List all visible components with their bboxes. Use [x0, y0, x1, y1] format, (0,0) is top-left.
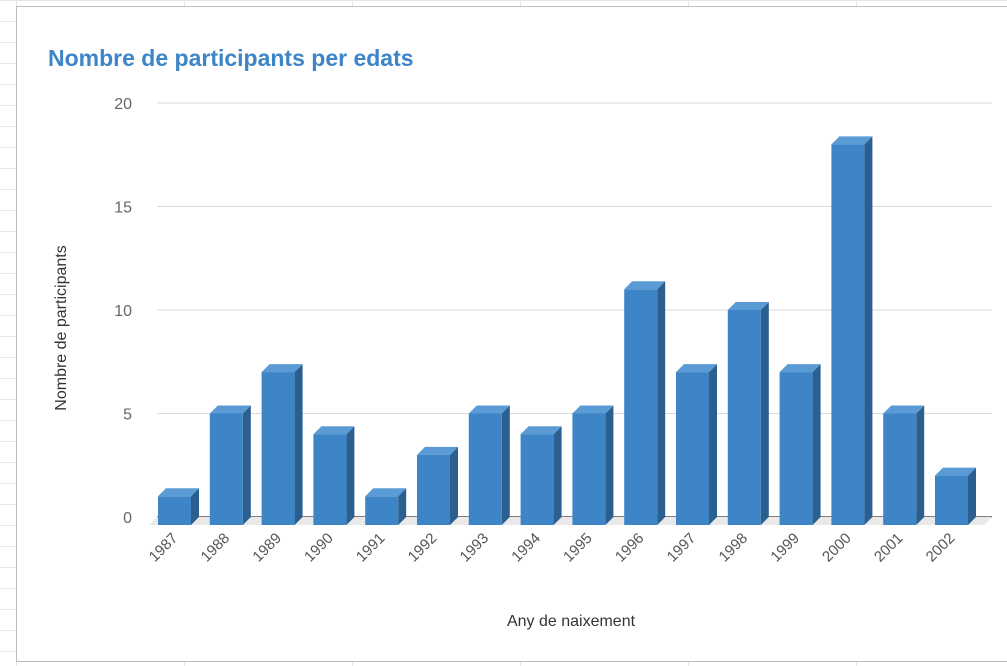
bar-1995[interactable] [572, 405, 614, 526]
bar-top [209, 405, 251, 414]
x-tick-label: 1997 [664, 530, 700, 566]
x-tick-label: 2002 [923, 530, 959, 566]
bar-2001[interactable] [883, 405, 925, 526]
bar-top [520, 426, 562, 435]
bar-2000[interactable] [831, 136, 873, 525]
bar-top [676, 364, 717, 373]
bar-1991[interactable] [365, 488, 407, 525]
x-tick-label: 1994 [508, 530, 544, 566]
bar-front [676, 372, 709, 525]
x-tick-label: 2000 [819, 530, 855, 566]
bar-side [968, 467, 976, 525]
bar-top [831, 136, 873, 145]
bar-1992[interactable] [417, 446, 458, 525]
bar-front [417, 454, 450, 525]
x-tick-label: 1996 [612, 530, 648, 566]
bar-side [812, 364, 821, 525]
bar-side [294, 364, 303, 525]
x-axis-ticks: 1987 1988 1989 1990 1991 1992 1993 1994 1995 1996… [146, 530, 959, 566]
bar-1997[interactable] [676, 364, 717, 525]
bar-front [727, 310, 761, 525]
bar-front [572, 413, 606, 525]
bar-side [760, 302, 769, 525]
bar-top [935, 467, 976, 476]
bar-side [450, 446, 458, 525]
bar-top [158, 488, 199, 497]
x-tick-label: 1990 [301, 530, 337, 566]
bar-1988[interactable] [209, 405, 251, 526]
x-tick-label: 1995 [560, 530, 596, 566]
bar-side [916, 405, 925, 525]
bar-front [624, 289, 658, 525]
y-tick-label: 0 [123, 510, 132, 527]
bar-side [553, 426, 562, 525]
chart-title: Nombre de participants per edats [48, 45, 414, 71]
bar-side [657, 281, 666, 525]
x-tick-label: 1991 [353, 530, 389, 566]
bar-top [572, 405, 614, 414]
x-tick-label: 1989 [249, 530, 285, 566]
bar-1987[interactable] [158, 488, 199, 525]
bar-side [501, 405, 510, 525]
x-tick-label: 1998 [716, 530, 752, 566]
y-axis-ticks: 0 5 10 15 20 [114, 96, 132, 527]
bar-side [864, 136, 873, 525]
bar-top [883, 405, 925, 414]
bar-2002[interactable] [935, 467, 976, 525]
bar-top [313, 426, 355, 435]
bar-front [365, 496, 399, 525]
x-tick-label: 2001 [871, 530, 907, 566]
x-tick-label: 1993 [457, 530, 493, 566]
bar-top [261, 364, 303, 373]
bar-side [346, 426, 355, 525]
y-tick-label: 15 [114, 200, 132, 217]
bar-top [624, 281, 666, 290]
bar-front [831, 144, 865, 525]
bar-1994[interactable] [520, 426, 562, 525]
y-axis-title: Nombre de participants [53, 245, 70, 410]
bar-top [779, 364, 821, 373]
y-tick-label: 10 [114, 303, 132, 320]
bar-top [365, 488, 407, 497]
bar-side [709, 364, 717, 525]
bar-1993[interactable] [468, 405, 510, 526]
bar-front [520, 434, 554, 525]
bar-side [242, 405, 251, 525]
x-tick-label: 1999 [767, 530, 803, 566]
bar-1990[interactable] [313, 426, 355, 525]
bar-front [883, 413, 917, 525]
y-tick-label: 5 [123, 407, 132, 424]
chart-container[interactable]: Nombre de participants per edats 0 5 10 15 2… [16, 6, 1007, 662]
bar-1989[interactable] [261, 364, 303, 525]
x-tick-label: 1987 [146, 530, 182, 566]
bar-front [158, 496, 191, 525]
bar-front [261, 372, 295, 525]
bar-top [727, 302, 769, 310]
bars [158, 136, 976, 525]
bar-front [209, 413, 243, 525]
bar-1999[interactable] [779, 364, 821, 525]
bar-front [313, 434, 347, 525]
x-tick-label: 1992 [405, 530, 441, 566]
bar-front [468, 413, 502, 525]
x-tick-label: 1988 [198, 530, 234, 566]
bar-top [468, 405, 510, 414]
bar-side [191, 488, 199, 525]
bar-chart: Nombre de participants per edats 0 5 10 15 2… [48, 45, 992, 630]
bar-side [398, 488, 407, 525]
bar-front [935, 475, 968, 525]
y-tick-label: 20 [114, 96, 132, 113]
bar-side [605, 405, 614, 525]
bar-top [417, 446, 458, 455]
bar-front [779, 372, 813, 525]
bar-1996[interactable] [624, 281, 666, 525]
bar-1998[interactable] [727, 302, 769, 525]
x-axis-title: Any de naixement [507, 613, 636, 630]
